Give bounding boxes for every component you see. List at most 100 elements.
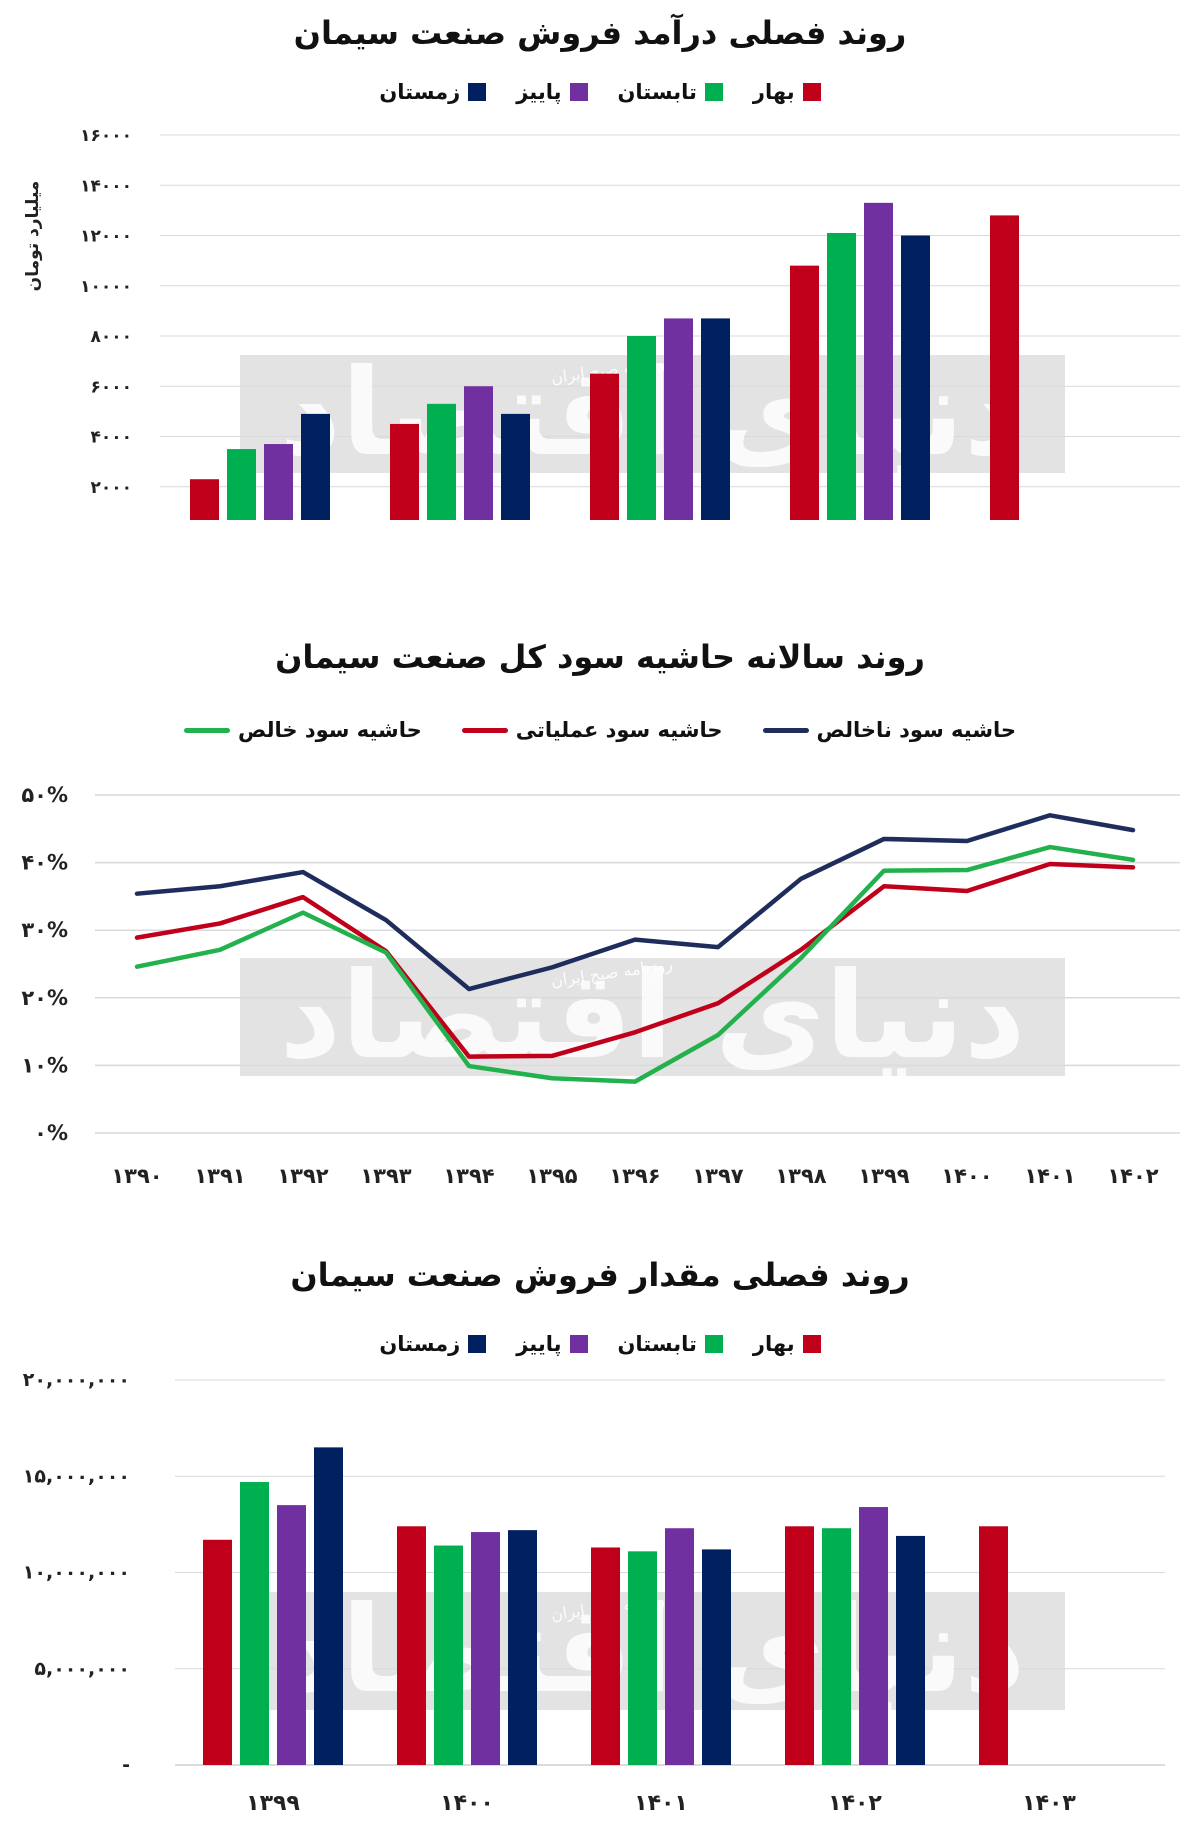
revenue-legend-item: بهار	[753, 80, 821, 104]
revenue-legend-swatch	[468, 83, 487, 101]
margin-chart-legend: حاشیه سود ناخالص حاشیه سود عملیاتی حاشیه س…	[0, 718, 1200, 742]
volume-x-tick-label: ۱۴۰۰	[440, 1791, 494, 1816]
volume-chart-title: روند فصلی مقدار فروش صنعت سیمان	[290, 1256, 910, 1294]
revenue-bar	[190, 479, 219, 520]
revenue-bar	[464, 386, 493, 520]
volume-bar	[591, 1547, 620, 1765]
revenue-legend-item: زمستان	[379, 80, 487, 104]
margin-x-tick-label: ۱۳۹۱	[194, 1164, 245, 1188]
revenue-legend-label: زمستان	[379, 80, 461, 104]
volume-bar	[508, 1530, 537, 1765]
volume-bar	[702, 1549, 731, 1765]
margin-y-tick-label: ۳۰%	[21, 918, 68, 942]
volume-legend-item: زمستان	[379, 1332, 487, 1356]
margin-x-tick-label: ۱۳۹۷	[692, 1164, 743, 1188]
revenue-bar	[227, 449, 256, 520]
margin-series-line	[134, 861, 1136, 1059]
revenue-bar	[701, 318, 730, 520]
margin-x-tick-label: ۱۴۰۱	[1024, 1164, 1075, 1188]
revenue-chart-svg: ۰۲۰۰۰۴۰۰۰۶۰۰۰۸۰۰۰۱۰۰۰۰۱۲۰۰۰۱۴۰۰۰۱۶۰۰۰دنی…	[23, 126, 1180, 520]
revenue-legend-item: پاییز	[516, 80, 588, 104]
revenue-legend-item: تابستان	[618, 80, 723, 104]
revenue-y-tick-label: ۶۰۰۰	[90, 377, 132, 397]
revenue-bar	[790, 265, 819, 520]
revenue-chart-panel: روند فصلی درآمد فروش صنعت سیمان بهار تابس…	[0, 0, 1200, 520]
volume-bar	[434, 1545, 463, 1765]
revenue-bar	[990, 215, 1019, 520]
revenue-bar	[427, 403, 456, 520]
margin-chart-panel: روند سالانه حاشیه سود کل صنعت سیمان حاشی…	[0, 638, 1200, 742]
volume-bar	[785, 1526, 814, 1765]
revenue-legend-label: پاییز	[516, 80, 562, 104]
margin-x-tick-label: ۱۳۹۵	[526, 1164, 577, 1188]
margin-chart-title: روند سالانه حاشیه سود کل صنعت سیمان	[275, 638, 925, 676]
margin-y-tick-label: ۵۰%	[21, 783, 68, 807]
revenue-bar	[390, 423, 419, 520]
volume-legend-item: بهار	[753, 1332, 821, 1356]
volume-legend-swatch	[802, 1335, 821, 1353]
revenue-y-tick-label: ۱۰۰۰۰	[80, 277, 132, 297]
revenue-y-tick-label: ۴۰۰۰	[90, 428, 132, 448]
volume-x-tick-label: ۱۴۰۲	[828, 1791, 882, 1816]
revenue-bar	[901, 235, 930, 520]
revenue-legend-label: بهار	[752, 80, 795, 104]
margin-watermark-band	[240, 958, 1065, 1076]
volume-legend-label: زمستان	[379, 1332, 461, 1356]
volume-bar	[979, 1526, 1008, 1765]
revenue-chart-legend: بهار تابستان پاییز زمستان	[0, 80, 1200, 104]
revenue-y-tick-label: ۲۰۰۰	[90, 478, 132, 498]
revenue-legend-swatch	[802, 83, 821, 101]
margin-legend-swatch	[183, 727, 230, 733]
margin-x-tick-label: ۱۳۹۸	[775, 1164, 826, 1188]
volume-chart-svg: - ۵,۰۰۰,۰۰۰ ۱۰,۰۰۰,۰۰۰ ۱۵,۰۰۰,۰۰۰ ۲۰,۰۰۰,۰۰۰…	[23, 1369, 1165, 1816]
volume-bar	[277, 1505, 306, 1765]
volume-chart-legend: بهار تابستان پاییز زمستان	[0, 1332, 1200, 1356]
margin-y-tick-label: ۲۰%	[21, 986, 68, 1010]
margin-x-tick-label: ۱۳۹۰	[111, 1164, 162, 1188]
volume-bar	[240, 1482, 269, 1765]
margin-legend-swatch	[762, 727, 809, 733]
margin-watermark-text: دنیای اقتصاد	[279, 947, 1025, 1086]
revenue-bar	[590, 373, 619, 520]
margin-legend-item: حاشیه سود عملیاتی	[461, 718, 723, 742]
volume-bar	[822, 1528, 851, 1765]
margin-y-tick-label: ۱۰%	[21, 1053, 68, 1077]
volume-y-tick-label: ۱۵,۰۰۰,۰۰۰	[23, 1465, 130, 1487]
volume-y-tick-label: ۱۰,۰۰۰,۰۰۰	[23, 1562, 130, 1584]
revenue-y-axis-label: میلیارد تومان	[23, 181, 43, 292]
volume-bar	[628, 1551, 657, 1765]
margin-x-tick-label: ۱۳۹۲	[277, 1164, 328, 1188]
revenue-bar	[864, 202, 893, 520]
revenue-y-tick-label: ۱۶۰۰۰	[80, 126, 132, 146]
volume-bar	[397, 1526, 426, 1765]
volume-bar	[314, 1447, 343, 1765]
volume-x-tick-label: ۱۳۹۹	[246, 1791, 300, 1816]
volume-legend-swatch	[704, 1335, 723, 1353]
margin-x-tick-label: ۱۴۰۲	[1107, 1164, 1158, 1188]
margin-legend-item: حاشیه سود خالص	[183, 718, 422, 742]
revenue-y-tick-label: ۱۴۰۰۰	[80, 176, 132, 196]
revenue-legend-swatch	[704, 83, 723, 101]
margin-y-tick-label: ۰%	[34, 1121, 68, 1145]
margin-series-line	[134, 844, 1136, 1084]
volume-legend-label: بهار	[752, 1332, 795, 1356]
margin-x-tick-label: ۱۳۹۳	[360, 1164, 411, 1188]
revenue-chart-title: روند فصلی درآمد فروش صنعت سیمان	[293, 14, 907, 52]
volume-y-tick-label: ۲۰,۰۰۰,۰۰۰	[23, 1369, 130, 1391]
volume-bar	[471, 1532, 500, 1765]
margin-legend-label: حاشیه سود عملیاتی	[515, 718, 723, 742]
revenue-bar	[664, 318, 693, 520]
margin-series-line	[134, 813, 1136, 992]
revenue-bar	[264, 444, 293, 520]
revenue-y-tick-label: ۸۰۰۰	[90, 327, 132, 347]
volume-bar	[665, 1528, 694, 1765]
volume-legend-item: تابستان	[618, 1332, 723, 1356]
volume-legend-label: پاییز	[516, 1332, 562, 1356]
revenue-legend-swatch	[569, 83, 588, 101]
margin-x-tick-label: ۱۳۹۴	[443, 1164, 494, 1188]
volume-legend-swatch	[468, 1335, 487, 1353]
margin-legend-item: حاشیه سود ناخالص	[762, 718, 1016, 742]
volume-legend-swatch	[569, 1335, 588, 1353]
